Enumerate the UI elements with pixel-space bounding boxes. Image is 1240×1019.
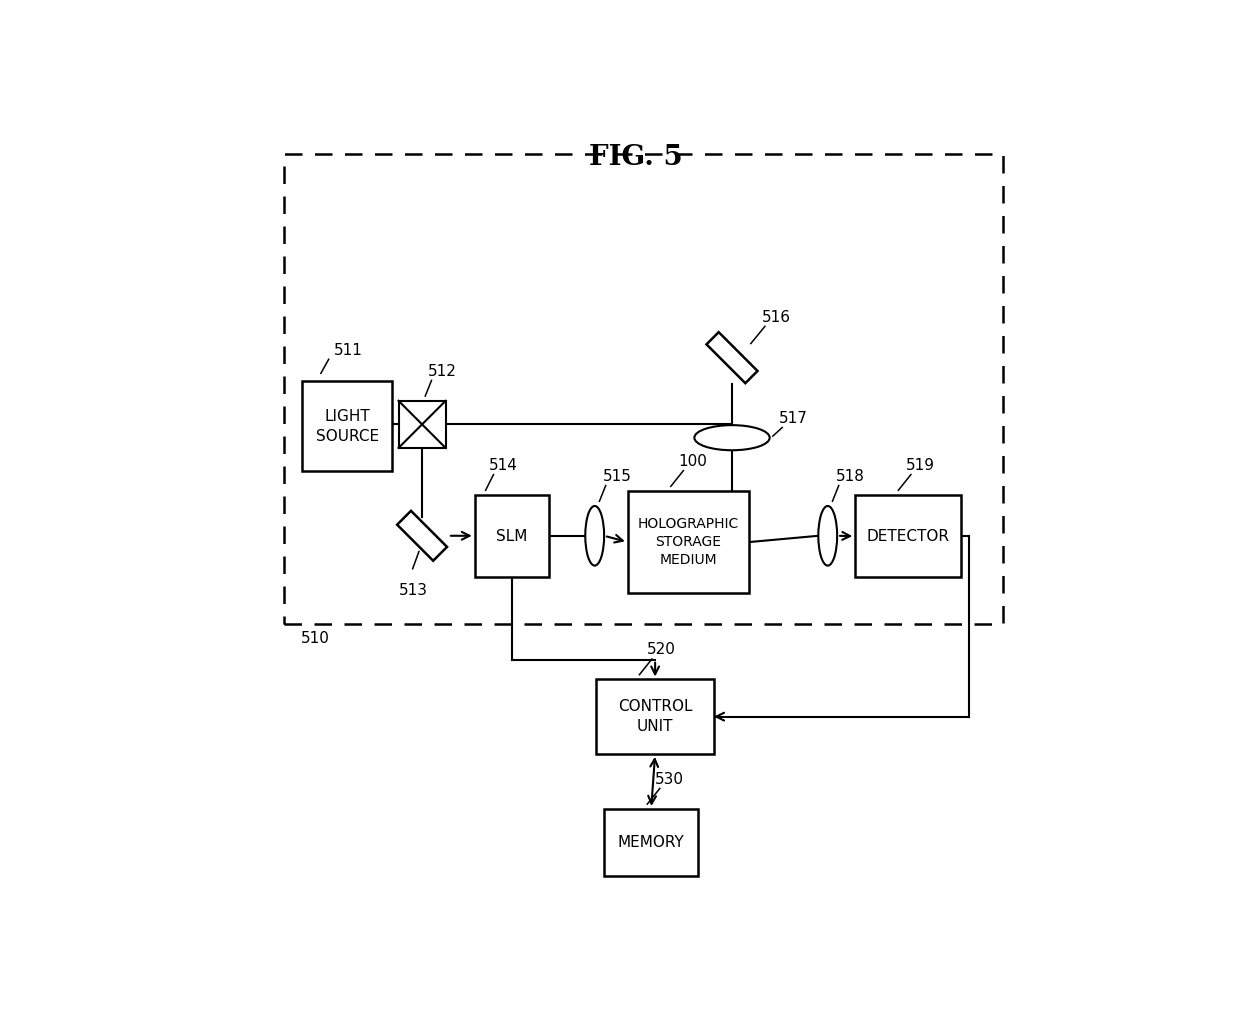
Bar (398, 400, 445, 448)
Ellipse shape (818, 506, 837, 566)
Bar (604, 809, 698, 875)
Ellipse shape (694, 425, 770, 450)
Text: 510: 510 (300, 631, 330, 646)
Text: 530: 530 (655, 771, 684, 787)
Polygon shape (707, 332, 758, 383)
Text: 520: 520 (647, 642, 676, 657)
Text: FIG. 5: FIG. 5 (589, 144, 682, 171)
Text: 513: 513 (398, 583, 428, 598)
Text: 100: 100 (678, 454, 708, 469)
Text: 512: 512 (428, 364, 458, 379)
Bar (475, 495, 549, 578)
Polygon shape (397, 511, 448, 560)
Text: SLM: SLM (496, 529, 527, 544)
Text: 514: 514 (489, 458, 517, 473)
Text: MEMORY: MEMORY (618, 835, 684, 850)
Bar (627, 491, 749, 593)
Bar (284, 154, 1003, 625)
Bar (596, 680, 714, 754)
Text: 516: 516 (761, 310, 791, 325)
Text: 517: 517 (779, 411, 808, 426)
Text: HOLOGRAPHIC
STORAGE
MEDIUM: HOLOGRAPHIC STORAGE MEDIUM (637, 517, 739, 568)
Text: DETECTOR: DETECTOR (867, 529, 950, 544)
Bar (303, 381, 392, 472)
Bar (856, 495, 961, 578)
Ellipse shape (585, 506, 604, 566)
Text: 518: 518 (836, 469, 864, 484)
Text: CONTROL
UNIT: CONTROL UNIT (618, 699, 692, 734)
Text: 519: 519 (906, 458, 935, 473)
Text: 515: 515 (603, 469, 631, 484)
Text: 511: 511 (334, 342, 362, 358)
Text: LIGHT
SOURCE: LIGHT SOURCE (316, 409, 378, 443)
